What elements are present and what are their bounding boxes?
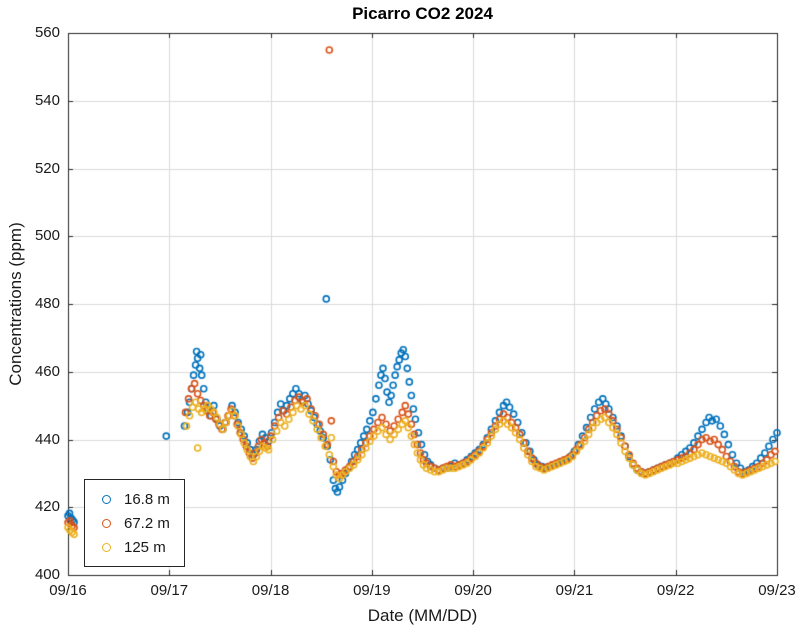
y-tick-label: 420 xyxy=(34,498,60,516)
legend-item-label: 16.8 m xyxy=(124,490,170,508)
y-tick-label: 440 xyxy=(34,430,60,448)
legend-item: 16.8 m xyxy=(96,487,170,511)
y-tick-label: 560 xyxy=(34,24,60,41)
open-circle-marker-icon xyxy=(102,494,111,504)
x-tick-label: 09/18 xyxy=(251,582,290,599)
legend-item: 67.2 m xyxy=(96,511,170,535)
x-tick-label: 09/22 xyxy=(656,582,695,599)
x-tick-label: 09/16 xyxy=(49,582,87,599)
open-circle-marker-icon xyxy=(102,542,111,552)
y-tick-label: 480 xyxy=(34,295,60,312)
x-tick-label: 09/17 xyxy=(150,582,189,599)
legend: 16.8 m 67.2 m 125 m xyxy=(84,479,185,567)
x-tick-label: 09/19 xyxy=(353,582,391,599)
legend-item: 125 m xyxy=(96,535,170,559)
y-tick-label: 520 xyxy=(34,159,60,177)
chart-title: Picarro CO2 2024 xyxy=(352,4,493,23)
open-circle-marker-icon xyxy=(102,518,111,528)
x-tick-label: 09/20 xyxy=(454,582,492,599)
legend-item-label: 67.2 m xyxy=(124,514,170,532)
y-tick-label: 460 xyxy=(34,362,60,380)
legend-item-label: 125 m xyxy=(124,538,166,556)
y-tick-label: 400 xyxy=(34,566,60,583)
x-tick-label: 09/23 xyxy=(758,582,796,599)
x-tick-label: 09/21 xyxy=(555,582,594,599)
x-axis-label: Date (MM/DD) xyxy=(367,606,478,625)
y-tick-label: 500 xyxy=(34,227,60,245)
y-tick-label: 540 xyxy=(34,91,60,109)
